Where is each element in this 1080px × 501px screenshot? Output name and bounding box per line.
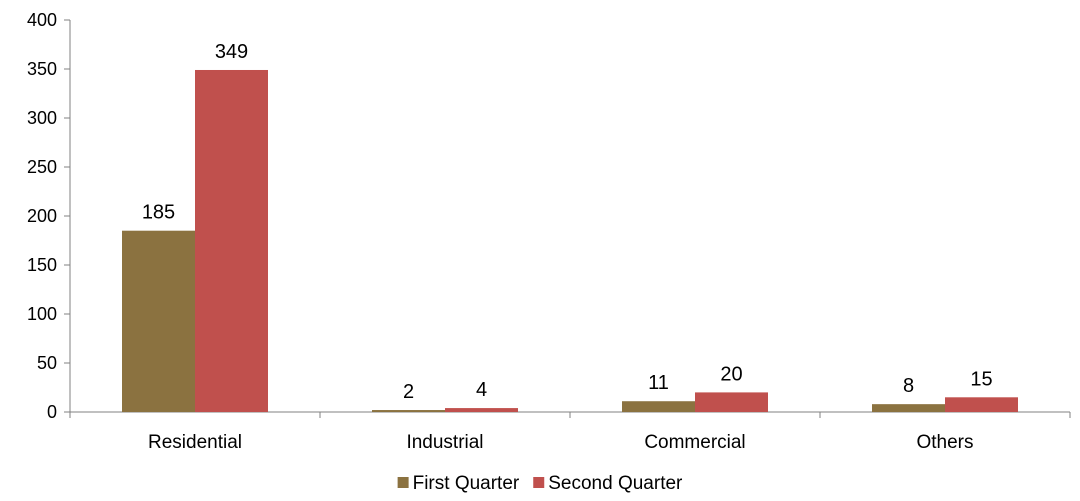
x-category-label: Industrial bbox=[406, 432, 483, 453]
bar bbox=[945, 397, 1018, 412]
legend-swatch bbox=[533, 477, 545, 488]
legend-item: First Quarter bbox=[397, 473, 520, 494]
data-labels: 185 349 2 4 11 20 8 15 bbox=[142, 41, 993, 403]
y-tick-label: 400 bbox=[27, 10, 57, 30]
legend-label: Second Quarter bbox=[548, 473, 683, 494]
y-tick-label: 350 bbox=[27, 59, 57, 79]
bar bbox=[872, 404, 945, 412]
y-tick-label: 250 bbox=[27, 157, 57, 177]
y-tick-label: 200 bbox=[27, 206, 57, 226]
y-axis: 0 50 100 150 200 250 300 350 400 bbox=[27, 10, 71, 422]
y-tick-label: 150 bbox=[27, 255, 57, 275]
legend-swatch bbox=[397, 477, 409, 488]
data-label: 11 bbox=[648, 372, 669, 394]
data-label: 349 bbox=[215, 41, 248, 63]
data-label: 15 bbox=[970, 368, 992, 390]
legend-label: First Quarter bbox=[413, 473, 520, 494]
y-tick-label: 300 bbox=[27, 108, 57, 128]
legend: First Quarter Second Quarter bbox=[397, 473, 683, 494]
bar bbox=[695, 392, 768, 412]
data-label: 8 bbox=[903, 375, 914, 397]
data-label: 2 bbox=[403, 381, 414, 403]
bar bbox=[372, 410, 445, 412]
x-category-label: Others bbox=[916, 432, 973, 453]
x-category-label: Residential bbox=[148, 432, 242, 453]
bars bbox=[122, 69, 1018, 412]
data-label: 185 bbox=[142, 202, 175, 224]
bar bbox=[195, 69, 268, 412]
y-tick-label: 100 bbox=[27, 304, 57, 324]
x-axis: Residential Industrial Commercial Others bbox=[69, 411, 1071, 453]
bar bbox=[622, 401, 695, 412]
y-tick-label: 0 bbox=[47, 402, 57, 422]
y-tick-label: 50 bbox=[37, 353, 57, 373]
x-category-label: Commercial bbox=[644, 432, 745, 453]
bar bbox=[122, 230, 195, 412]
data-label: 4 bbox=[476, 379, 487, 401]
data-label: 20 bbox=[720, 363, 742, 385]
legend-item: Second Quarter bbox=[533, 473, 683, 494]
bar bbox=[445, 408, 518, 412]
